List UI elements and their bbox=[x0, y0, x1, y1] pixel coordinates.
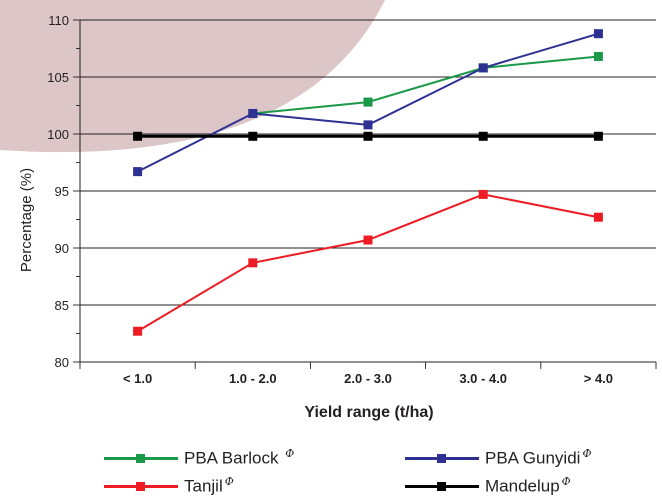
legend-label-pba-gunyidi: PBA Gunyidi Φ bbox=[485, 447, 592, 468]
y-tick-label: 105 bbox=[47, 70, 69, 85]
legend-swatch-pba-gunyidi bbox=[405, 446, 479, 470]
legend-item-pba-gunyidi: PBA Gunyidi Φ bbox=[405, 446, 591, 470]
series-group bbox=[133, 29, 603, 336]
data-point bbox=[248, 108, 258, 118]
x-tick-label: 2.0 - 3.0 bbox=[344, 371, 392, 386]
data-point bbox=[248, 258, 258, 268]
x-tick-label: < 1.0 bbox=[123, 371, 152, 386]
y-tick-label: 95 bbox=[55, 184, 69, 199]
y-tick-label: 110 bbox=[48, 13, 69, 28]
gridlines bbox=[80, 19, 656, 306]
series-line bbox=[137, 193, 599, 333]
legend-swatch-tanjil bbox=[104, 474, 178, 498]
data-point bbox=[363, 97, 373, 107]
x-tick-label: > 4.0 bbox=[584, 371, 613, 386]
legend-swatch-pba-barlock bbox=[104, 446, 178, 470]
data-point bbox=[593, 131, 603, 141]
background-decoration bbox=[0, 0, 385, 153]
legend-item-tanjil: Tanjil Φ bbox=[104, 474, 234, 498]
data-point bbox=[363, 131, 373, 141]
data-point bbox=[593, 29, 603, 39]
legend-label-mandelup: Mandelup Φ bbox=[485, 475, 571, 496]
series-tanjil bbox=[133, 189, 603, 336]
axes bbox=[73, 19, 657, 369]
x-axis-title: Yield range (t/ha) bbox=[304, 404, 433, 421]
y-tick-label: 85 bbox=[55, 298, 69, 313]
y-axis-title: Percentage (%) bbox=[18, 168, 35, 272]
data-point bbox=[478, 63, 488, 73]
y-tick-labels: 80 85 90 95 100 105 110 bbox=[47, 13, 69, 370]
legend-label-tanjil: Tanjil Φ bbox=[184, 475, 234, 496]
data-point bbox=[593, 212, 603, 222]
data-point bbox=[478, 131, 488, 141]
legend: PBA Barlock Φ PBA Gunyidi Φ Tanjil Φ Mande… bbox=[0, 440, 662, 500]
legend-item-mandelup: Mandelup Φ bbox=[405, 474, 571, 498]
x-tick-label: 1.0 - 2.0 bbox=[229, 371, 277, 386]
data-point bbox=[593, 51, 603, 61]
data-point bbox=[363, 120, 373, 130]
series-line bbox=[252, 55, 599, 115]
legend-swatch-mandelup bbox=[405, 474, 479, 498]
data-point bbox=[133, 326, 143, 336]
y-tick-label: 80 bbox=[55, 355, 69, 370]
x-tick-label: 3.0 - 4.0 bbox=[459, 371, 507, 386]
y-tick-label: 90 bbox=[55, 241, 69, 256]
series-mandelup bbox=[133, 131, 603, 141]
data-point bbox=[478, 189, 488, 199]
x-tick-labels: < 1.0 1.0 - 2.0 2.0 - 3.0 3.0 - 4.0 > 4.0 bbox=[123, 371, 613, 386]
series-pba-gunyidi bbox=[133, 29, 603, 177]
data-point bbox=[133, 167, 143, 177]
data-point bbox=[133, 131, 143, 141]
line-chart: 80 85 90 95 100 105 110 < 1.0 1.0 - 2.0 2.0 - 3.… bbox=[0, 0, 657, 421]
data-point bbox=[248, 131, 258, 141]
legend-label-pba-barlock: PBA Barlock Φ bbox=[184, 447, 295, 468]
legend-item-pba-barlock: PBA Barlock Φ bbox=[104, 446, 294, 470]
data-point bbox=[363, 235, 373, 245]
y-tick-label: 100 bbox=[47, 127, 69, 142]
